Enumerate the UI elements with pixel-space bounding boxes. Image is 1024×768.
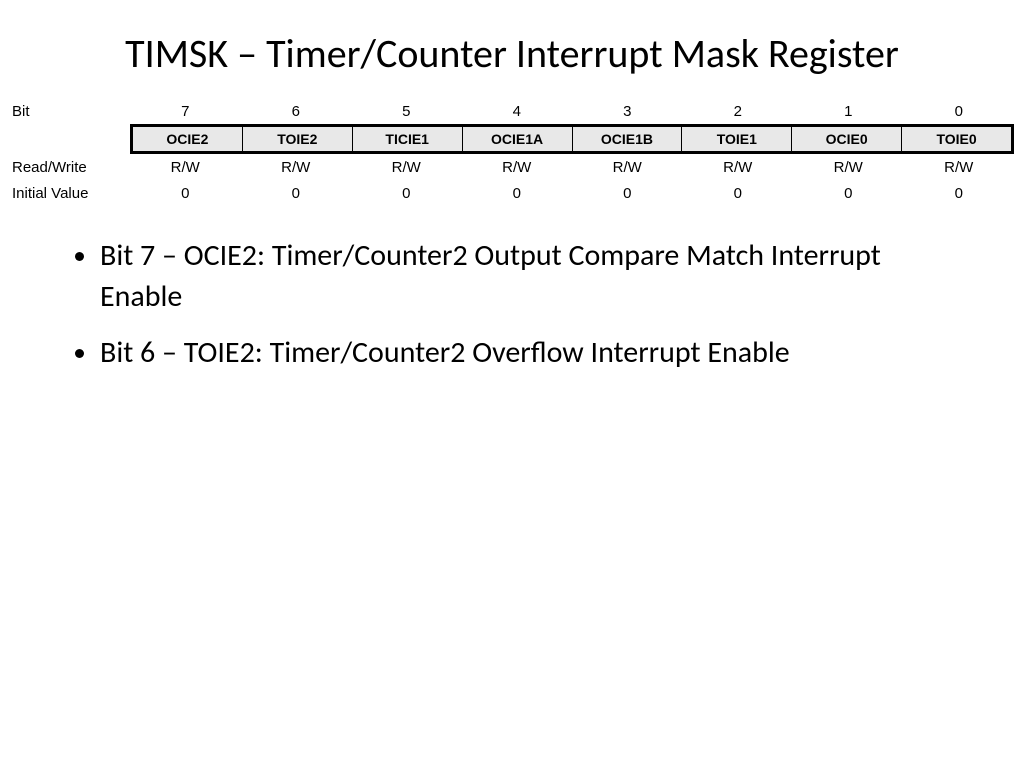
- bit-number: 5: [351, 100, 462, 123]
- readwrite-value: R/W: [241, 156, 352, 179]
- bit-number: 6: [241, 100, 352, 123]
- bit-number: 7: [130, 100, 241, 123]
- register-table: Bit 7 6 5 4 3 2 1 0 OCIE2 TOIE2 TICIE1 O…: [10, 98, 1014, 206]
- bit-name: OCIE2: [133, 127, 243, 151]
- initial-value: 0: [241, 182, 352, 205]
- readwrite-value: R/W: [793, 156, 904, 179]
- bit-number: 3: [572, 100, 683, 123]
- initial-row-label: Initial Value: [10, 185, 130, 202]
- page-title: TIMSK – Timer/Counter Interrupt Mask Reg…: [0, 30, 1024, 78]
- bit-name: TICIE1: [353, 127, 463, 151]
- bit-name: TOIE1: [682, 127, 792, 151]
- bit-number: 4: [462, 100, 573, 123]
- bit-name: TOIE2: [243, 127, 353, 151]
- bit-number: 2: [683, 100, 794, 123]
- bullet-item: Bit 7 – OCIE2: Timer/Counter2 Output Com…: [100, 236, 964, 317]
- readwrite-row: Read/Write R/W R/W R/W R/W R/W R/W R/W R…: [10, 154, 1014, 180]
- initial-value: 0: [683, 182, 794, 205]
- bit-number: 1: [793, 100, 904, 123]
- readwrite-value: R/W: [904, 156, 1015, 179]
- bit-name-row: OCIE2 TOIE2 TICIE1 OCIE1A OCIE1B TOIE1 O…: [10, 124, 1014, 154]
- initial-value: 0: [462, 182, 573, 205]
- bit-name: OCIE1A: [463, 127, 573, 151]
- readwrite-row-label: Read/Write: [10, 159, 130, 176]
- readwrite-value: R/W: [572, 156, 683, 179]
- initial-value: 0: [904, 182, 1015, 205]
- initial-value: 0: [793, 182, 904, 205]
- readwrite-value: R/W: [462, 156, 573, 179]
- initial-value-row: Initial Value 0 0 0 0 0 0 0 0: [10, 180, 1014, 206]
- bit-name: TOIE0: [902, 127, 1011, 151]
- bit-name: OCIE0: [792, 127, 902, 151]
- bit-number: 0: [904, 100, 1015, 123]
- initial-value: 0: [130, 182, 241, 205]
- bit-row-label: Bit: [10, 103, 130, 120]
- bit-name: OCIE1B: [573, 127, 683, 151]
- readwrite-value: R/W: [351, 156, 462, 179]
- initial-value: 0: [351, 182, 462, 205]
- readwrite-value: R/W: [130, 156, 241, 179]
- initial-value: 0: [572, 182, 683, 205]
- bullet-item: Bit 6 – TOIE2: Timer/Counter2 Overflow I…: [100, 333, 964, 374]
- bit-number-row: Bit 7 6 5 4 3 2 1 0: [10, 98, 1014, 124]
- description-list: Bit 7 – OCIE2: Timer/Counter2 Output Com…: [0, 236, 1024, 374]
- readwrite-value: R/W: [683, 156, 794, 179]
